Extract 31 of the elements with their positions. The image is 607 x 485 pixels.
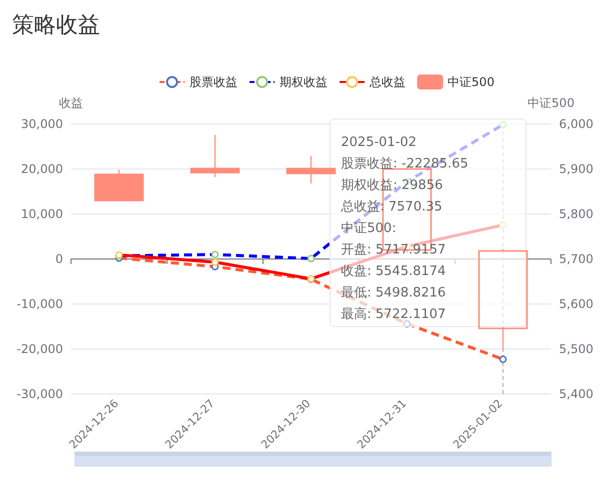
y-tick-label: 20,000 [21,162,63,176]
y2-axis-title: 中证500 [528,96,574,110]
annotation: 收盘: 5545.8174 [341,264,446,279]
y2-tick-label: 5,500 [559,342,594,356]
y-axis-title: 收益 [59,96,83,110]
y2-tick-label: 6,000 [559,117,594,131]
point [211,258,219,266]
y2-tick-label: 5,700 [559,252,594,266]
chart-title: 策略收益 [12,13,100,38]
y-tick-label: -20,000 [16,342,63,356]
point [307,254,315,262]
y2-tick-label: 5,400 [559,387,594,401]
y2-tick-label: 5,900 [559,162,594,176]
annotation: 2025-01-02 [341,135,417,150]
y2-tick-label: 5,600 [559,297,594,311]
legend-label: 总收益 [368,75,406,89]
point [211,250,219,258]
y-tick-label: -10,000 [16,297,63,311]
y-tick-label: 30,000 [21,117,63,131]
y-tick-label: -30,000 [16,387,63,401]
y-tick-label: 0 [55,252,63,266]
annotation: 股票收益: -22285.65 [341,156,468,172]
legend-label: 期权收益 [280,75,328,89]
y-tick-label: 10,000 [21,207,63,221]
point [499,356,507,364]
annotation: 最高: 5722.1107 [341,306,446,322]
legend-label: 股票收益 [190,75,238,89]
annotation: 最低: 5498.8216 [341,286,446,300]
candlestick [286,155,336,184]
y2-tick-label: 5,800 [559,207,594,221]
legend-label: 中证500 [448,75,494,89]
